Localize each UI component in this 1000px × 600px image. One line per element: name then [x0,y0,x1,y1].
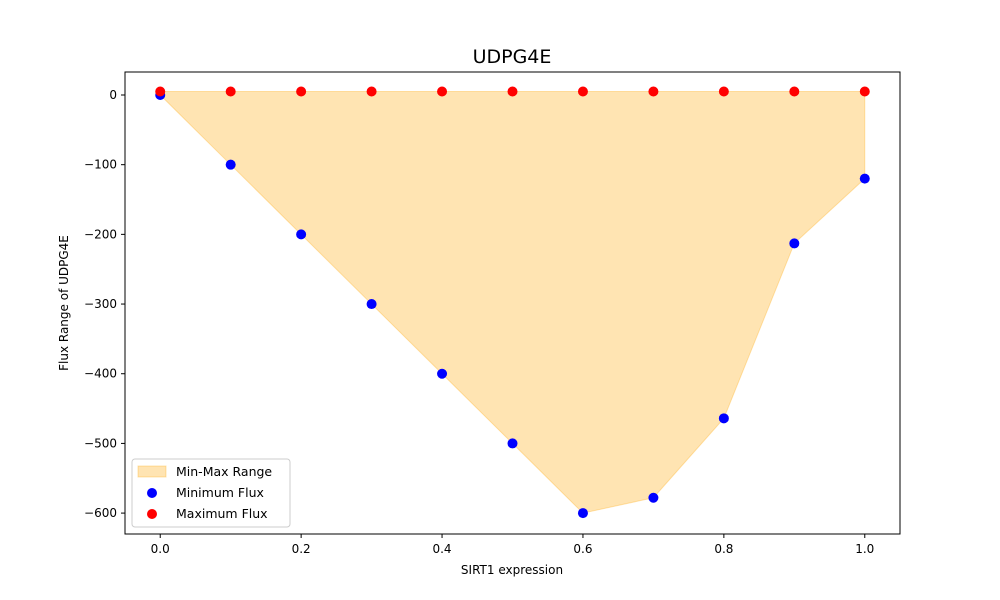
legend-marker-max [147,509,157,519]
y-tick-label: −600 [84,506,117,520]
minimum-flux-point [577,508,588,519]
plot-area: 0.0 0.2 0.4 0.6 0.8 1.0 0 −100 −200 −300 −400 −500… [84,71,901,556]
maximum-flux-point [437,86,448,97]
maximum-flux-point [789,86,800,97]
x-axis-label: SIRT1 expression [461,563,563,577]
x-tick-label: 0.4 [432,542,451,556]
y-tick-label: −400 [84,367,117,381]
minimum-flux-point [366,299,377,310]
maximum-flux-point [718,86,729,97]
minimum-flux-point [225,159,236,170]
x-tick-label: 0.6 [573,542,592,556]
x-tick-label: 0.2 [292,542,311,556]
maximum-flux-point [155,86,166,97]
y-axis-ticks: 0 −100 −200 −300 −400 −500 −600 [84,88,125,520]
x-tick-label: 0.8 [714,542,733,556]
legend: Min-Max Range Minimum Flux Maximum Flux [131,458,291,528]
legend-label-max: Maximum Flux [176,506,268,521]
chart-title: UDPG4E [473,46,552,68]
legend-swatch-range [137,465,167,478]
minimum-flux-point [437,368,448,379]
maximum-flux-point [859,86,870,97]
y-tick-label: −200 [84,227,117,241]
x-tick-label: 0.0 [151,542,170,556]
y-tick-label: 0 [109,88,117,102]
minimum-flux-point [859,173,870,184]
range-fill [159,91,866,514]
fill-layer [159,91,866,514]
points-layer [155,86,870,519]
minimum-flux-point [507,438,518,449]
legend-marker-min [147,488,157,498]
y-axis-label: Flux Range of UDPG4E [57,235,71,371]
y-tick-label: −300 [84,297,117,311]
maximum-flux-point [225,86,236,97]
maximum-flux-point [577,86,588,97]
maximum-flux-point [648,86,659,97]
minimum-flux-point [648,492,659,503]
minimum-flux-point [296,229,307,240]
maximum-flux-point [296,86,307,97]
maximum-flux-point [366,86,377,97]
minimum-flux-point [718,413,729,424]
y-tick-label: −100 [84,158,117,172]
legend-label-min: Minimum Flux [176,485,264,500]
axes-frame [124,71,901,535]
legend-label-range: Min-Max Range [176,464,272,479]
x-tick-label: 1.0 [855,542,874,556]
minimum-flux-point [789,238,800,249]
maximum-flux-point [507,86,518,97]
x-axis-ticks: 0.0 0.2 0.4 0.6 0.8 1.0 [151,534,874,556]
y-tick-label: −500 [84,436,117,450]
legend-box [131,458,291,528]
